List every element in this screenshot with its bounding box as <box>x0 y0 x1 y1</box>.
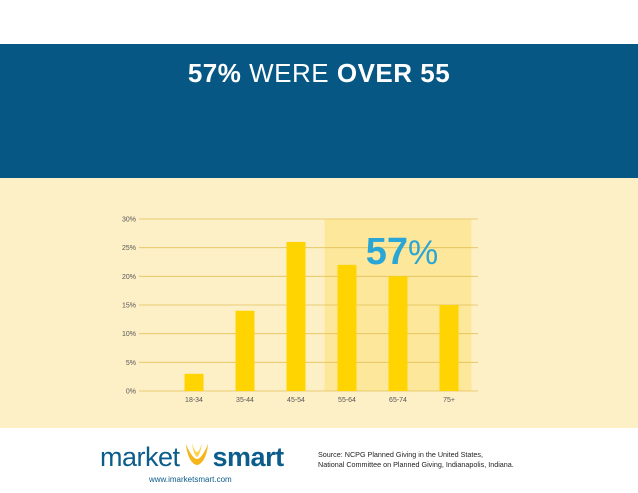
bar-75+ <box>439 305 459 391</box>
highlight-label-number: 57 <box>366 231 408 273</box>
y-tick-label: 0% <box>126 389 136 396</box>
x-tick-label: 18-34 <box>185 397 203 404</box>
bar-65-74 <box>388 276 408 391</box>
y-tick-label: 10% <box>122 331 136 338</box>
headline: 57% WERE OVER 55 <box>0 58 638 89</box>
bar-35-44 <box>235 310 255 391</box>
website-link[interactable]: www.imarketsmart.com <box>149 475 232 484</box>
bar-45-54 <box>286 241 306 391</box>
highlight-label-symbol: % <box>408 234 438 272</box>
bar-55-64 <box>337 264 357 391</box>
chart-panel <box>0 178 638 428</box>
y-tick-label: 30% <box>122 217 136 224</box>
logo-text-smart: smart <box>212 441 285 472</box>
x-tick-label: 45-54 <box>287 397 305 404</box>
footer <box>0 428 638 493</box>
y-tick-label: 25% <box>122 245 136 252</box>
highlight-label: 57% <box>366 231 439 273</box>
x-tick-label: 75+ <box>443 397 455 404</box>
headline-emphasis: OVER 55 <box>336 58 451 88</box>
marketsmart-logo[interactable]: market smart <box>100 442 284 472</box>
y-tick-label: 5% <box>126 360 136 367</box>
x-tick-label: 65-74 <box>389 397 407 404</box>
source-line-2: National Committee on Planned Giving, In… <box>318 460 514 469</box>
headline-number: 57% <box>187 58 242 88</box>
bar-18-34 <box>184 373 204 391</box>
top-margin <box>0 0 638 44</box>
headline-banner <box>0 44 638 178</box>
source-line-1: Source: NCPG Planned Giving in the Unite… <box>318 450 484 459</box>
logo-mark-icon <box>183 440 211 475</box>
y-tick-label: 20% <box>122 274 136 281</box>
source-citation: Source: NCPG Planned Giving in the Unite… <box>318 450 514 470</box>
bar-chart: 0% 5% 10% 15% 20% 25% 30% 18-34 35-44 45-54 55-64 6… <box>122 217 478 404</box>
x-tick-label: 55-64 <box>338 397 356 404</box>
x-tick-label: 35-44 <box>236 397 254 404</box>
y-tick-label: 15% <box>122 303 136 310</box>
headline-middle: WERE <box>249 58 330 88</box>
logo-text-market: market <box>100 441 180 472</box>
